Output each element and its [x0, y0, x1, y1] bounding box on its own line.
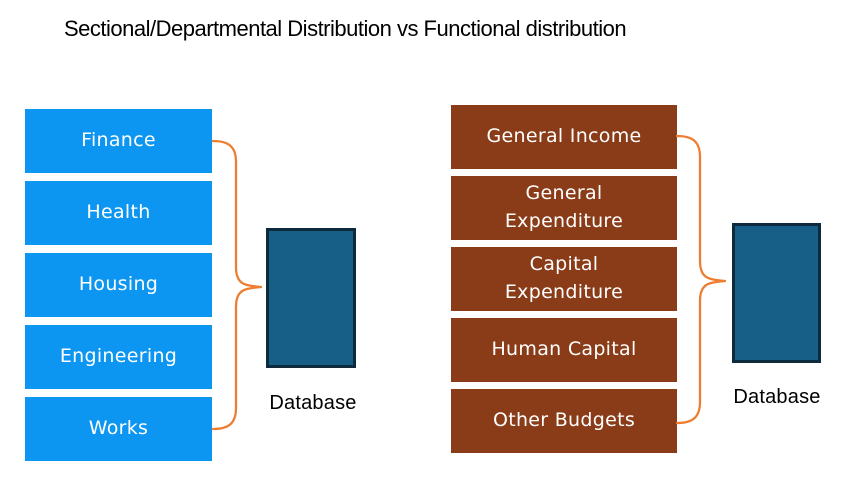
database-shape-left [266, 228, 356, 368]
func-box-other-budgets: Other Budgets [451, 389, 677, 453]
dept-box-housing: Housing [25, 253, 212, 317]
func-box-human-capital-label: Human Capital [491, 338, 637, 361]
func-box-other-budgets-label: Other Budgets [492, 409, 636, 432]
right-brace-connector [675, 134, 727, 425]
left-brace-connector [211, 139, 263, 431]
func-box-general-income: General Income [451, 105, 677, 169]
dept-box-engineering: Engineering [25, 325, 212, 389]
func-box-general-income-label: General Income [486, 125, 642, 148]
func-box-general-expenditure: General Expenditure [451, 176, 677, 240]
dept-box-health: Health [25, 181, 212, 245]
dept-box-engineering-label: Engineering [59, 345, 178, 368]
dept-box-finance-label: Finance [81, 129, 156, 152]
database-label-right: Database [733, 386, 821, 408]
database-shape-right [732, 223, 821, 363]
dept-box-finance: Finance [25, 109, 212, 173]
dept-box-housing-label: Housing [78, 273, 159, 296]
diagram-title: Sectional/Departmental Distribution vs F… [64, 16, 627, 41]
dept-box-works: Works [25, 397, 212, 461]
func-box-general-expenditure-label: General Expenditure [504, 182, 624, 232]
departmental-column: Finance Health Housing Engineering Works [25, 109, 212, 461]
dept-box-works-label: Works [88, 417, 149, 440]
dept-box-health-label: Health [86, 201, 151, 224]
func-box-capital-expenditure-label: Capital Expenditure [504, 253, 624, 303]
func-box-human-capital: Human Capital [451, 318, 677, 382]
functional-column: General Income General Expenditure Capit… [451, 105, 677, 453]
func-box-capital-expenditure: Capital Expenditure [451, 247, 677, 311]
database-label-left: Database [269, 392, 357, 414]
